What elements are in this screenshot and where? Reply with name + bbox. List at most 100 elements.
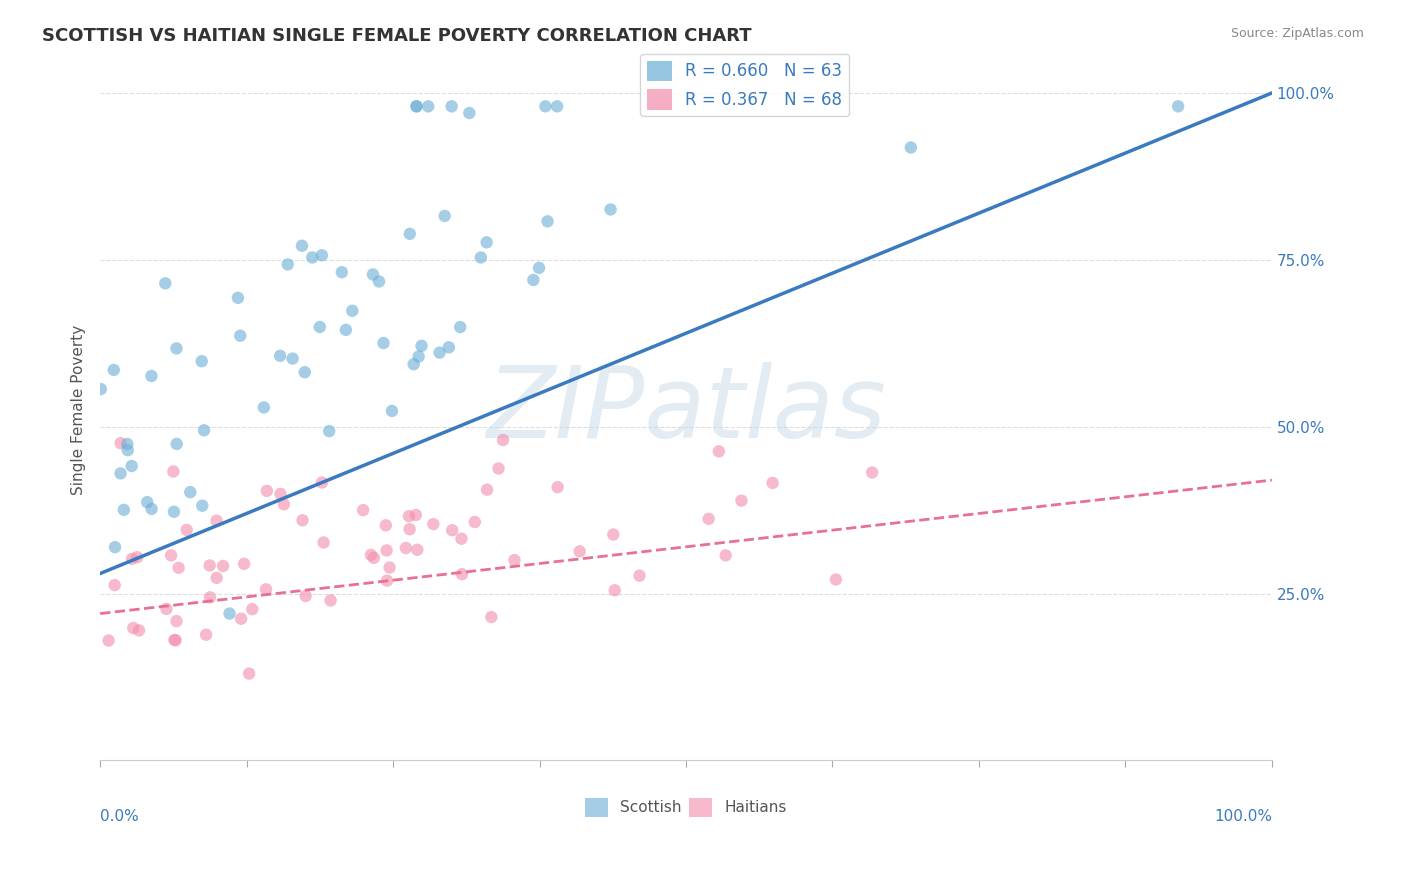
Point: [335, 323, 357, 337]
Point: [160, 549, 183, 563]
Text: ZIPatlas: ZIPatlas: [486, 361, 886, 458]
Point: [602, 527, 624, 541]
Point: [294, 365, 316, 379]
Point: [373, 336, 395, 351]
Point: [546, 99, 568, 113]
Point: [422, 517, 444, 532]
Point: [128, 624, 150, 638]
Legend: Scottish, Haitians: Scottish, Haitians: [579, 792, 793, 822]
Point: [308, 320, 330, 334]
Text: SCOTTISH VS HAITIAN SINGLE FEMALE POVERTY CORRELATION CHART: SCOTTISH VS HAITIAN SINGLE FEMALE POVERT…: [42, 27, 752, 45]
Point: [121, 552, 143, 566]
Point: [104, 540, 127, 554]
Point: [162, 465, 184, 479]
Point: [198, 591, 221, 605]
Point: [163, 505, 186, 519]
Point: [441, 523, 464, 537]
Point: [375, 574, 398, 588]
Point: [240, 602, 263, 616]
Point: [433, 209, 456, 223]
Point: [599, 202, 621, 217]
Point: [900, 140, 922, 154]
Point: [103, 363, 125, 377]
Point: [603, 583, 626, 598]
Point: [193, 423, 215, 437]
Point: [212, 559, 235, 574]
Text: Source: ZipAtlas.com: Source: ZipAtlas.com: [1230, 27, 1364, 40]
Point: [277, 257, 299, 271]
Point: [405, 99, 427, 113]
Point: [166, 437, 188, 451]
Point: [311, 475, 333, 490]
Point: [179, 485, 201, 500]
Point: [176, 523, 198, 537]
Point: [254, 582, 277, 597]
Point: [301, 251, 323, 265]
Point: [458, 106, 481, 120]
Point: [398, 509, 420, 524]
Point: [342, 303, 364, 318]
Point: [319, 593, 342, 607]
Point: [205, 514, 228, 528]
Point: [166, 614, 188, 628]
Point: [256, 483, 278, 498]
Point: [522, 273, 544, 287]
Point: [378, 560, 401, 574]
Point: [568, 544, 591, 558]
Point: [166, 342, 188, 356]
Point: [402, 357, 425, 371]
Point: [368, 275, 391, 289]
Point: [374, 518, 396, 533]
Point: [218, 607, 240, 621]
Point: [270, 487, 292, 501]
Point: [205, 571, 228, 585]
Point: [411, 339, 433, 353]
Point: [90, 382, 112, 396]
Point: [437, 340, 460, 354]
Point: [291, 513, 314, 527]
Point: [1167, 99, 1189, 113]
Text: 100.0%: 100.0%: [1213, 809, 1272, 824]
Point: [136, 495, 159, 509]
Point: [104, 578, 127, 592]
Point: [398, 227, 420, 241]
Point: [165, 633, 187, 648]
Point: [122, 621, 145, 635]
Point: [311, 248, 333, 262]
Point: [155, 277, 177, 291]
Point: [464, 515, 486, 529]
Point: [117, 437, 139, 451]
Point: [281, 351, 304, 366]
Point: [405, 508, 427, 522]
Point: [707, 444, 730, 458]
Point: [381, 404, 404, 418]
Point: [395, 541, 418, 555]
Point: [191, 499, 214, 513]
Point: [291, 239, 314, 253]
Point: [110, 436, 132, 450]
Point: [361, 268, 384, 282]
Point: [492, 433, 515, 447]
Point: [233, 557, 256, 571]
Point: [824, 573, 846, 587]
Point: [398, 522, 420, 536]
Point: [229, 612, 252, 626]
Point: [190, 354, 212, 368]
Text: 0.0%: 0.0%: [100, 809, 139, 824]
Point: [195, 628, 218, 642]
Point: [127, 550, 149, 565]
Point: [198, 558, 221, 573]
Point: [163, 632, 186, 647]
Point: [318, 424, 340, 438]
Point: [451, 567, 474, 582]
Point: [503, 553, 526, 567]
Point: [429, 345, 451, 359]
Point: [449, 320, 471, 334]
Point: [536, 214, 558, 228]
Point: [730, 493, 752, 508]
Point: [312, 535, 335, 549]
Point: [112, 503, 135, 517]
Point: [352, 503, 374, 517]
Point: [440, 99, 463, 113]
Point: [229, 328, 252, 343]
